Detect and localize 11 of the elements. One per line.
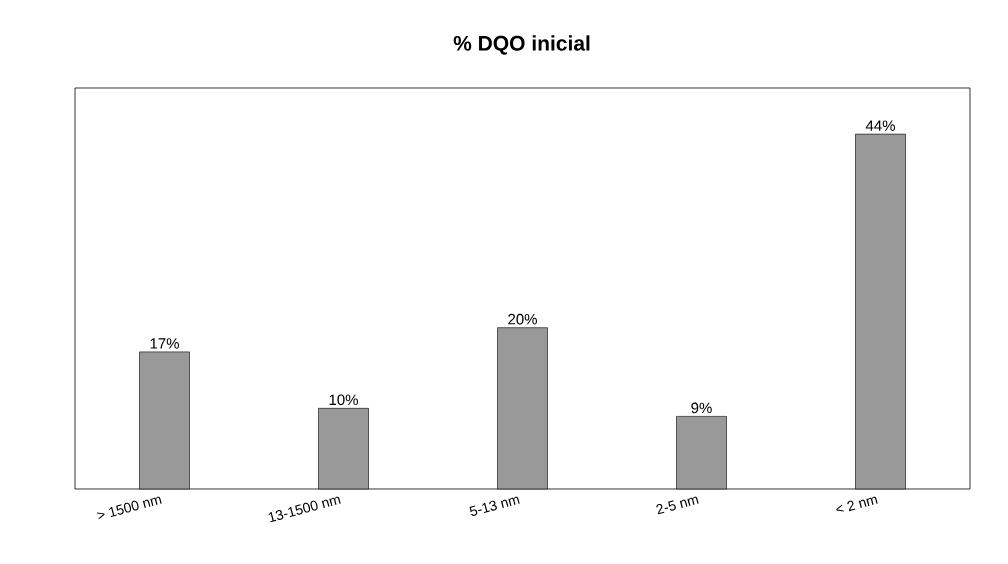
x-tick-label: < 2 nm bbox=[836, 496, 878, 512]
data-label: 10% bbox=[329, 394, 358, 406]
data-label: 9% bbox=[691, 402, 712, 414]
data-label: 17% bbox=[150, 338, 179, 349]
x-tick-label: 5-13 nm bbox=[469, 496, 520, 516]
chart-title: % DQO inicial bbox=[453, 35, 590, 55]
data-label: 20% bbox=[508, 313, 537, 325]
x-tick-label: > 1500 nm bbox=[96, 496, 162, 520]
x-tick-label: 2-5 nm bbox=[656, 496, 699, 515]
x-tick-label: 13-1500 nm bbox=[268, 496, 341, 523]
data-label: 44% bbox=[865, 120, 895, 131]
